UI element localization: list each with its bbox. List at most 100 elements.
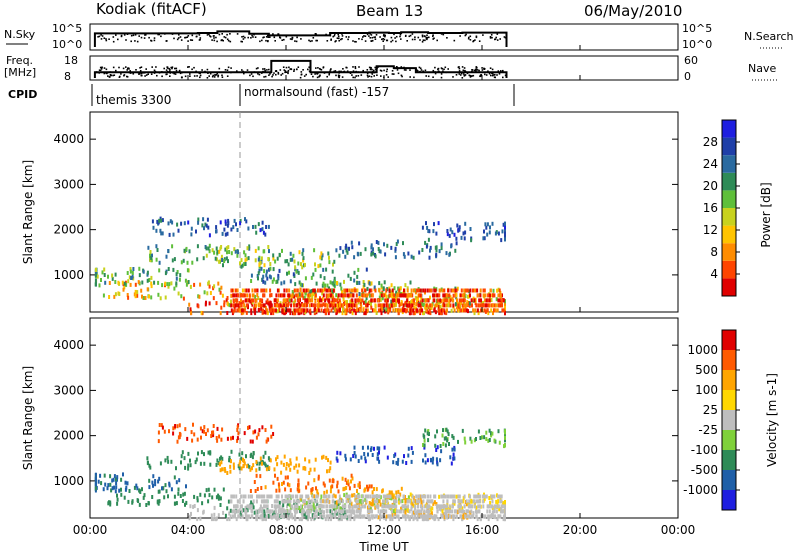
range-gate-cell [349,509,352,514]
search-dot [390,40,392,43]
range-gate-cell [237,514,240,519]
range-gate-cell [400,308,403,313]
search-dot [281,39,283,41]
range-gate-cell [434,303,437,308]
range-gate-cell [253,308,256,313]
range-gate-cell [328,288,330,293]
range-gate-cell [339,506,342,511]
range-gate-cell [292,311,294,316]
range-gate-cell [410,300,412,305]
range-gate-cell [351,311,354,316]
range-gate-cell [416,517,419,522]
range-gate-cell [319,255,322,260]
search-dot [101,35,104,37]
range-gate-cell [421,225,424,230]
freq-dot [316,76,319,79]
range-gate-cell [418,494,420,499]
freq-dot [469,76,472,78]
range-gate-cell [319,263,322,268]
range-gate-cell [300,517,303,522]
range-gate-cell [223,259,226,263]
range-gate-cell [484,309,487,314]
search-dot [291,38,293,41]
search-dot [289,38,292,40]
range-gate-cell [451,288,454,293]
freq-dot [283,69,286,71]
range-gate-cell [434,288,437,293]
search-dot [419,39,421,41]
range-gate-cell [491,504,494,509]
range-gate-cell [142,495,145,500]
range-gate-cell [464,230,467,235]
range-gate-cell [155,244,158,249]
range-gate-cell [461,298,464,303]
freq-dot [138,73,140,75]
range-gate-cell [385,288,388,293]
range-gate-cell [438,249,441,254]
range-gate-cell [346,250,349,255]
search-dot [341,33,343,35]
freq-dot [293,70,295,72]
range-gate-cell [272,253,275,258]
range-gate-cell [479,308,482,313]
search-dot [198,34,201,36]
range-gate-cell [326,509,329,514]
search-dot [361,38,363,41]
range-gate-cell [241,451,244,456]
freq-dot [155,66,157,68]
colorbar-swatch [722,190,736,208]
range-gate-cell [282,480,285,485]
range-gate-cell [227,218,230,223]
sky-left-tick-bottom: 10^0 [52,38,82,51]
freq-dot [170,66,172,69]
freq-dot [106,71,109,74]
freq-dot [502,69,504,72]
range-gate-cell [312,514,315,519]
search-dot [409,34,412,37]
search-dot [295,40,298,43]
freq-dot [167,70,169,73]
freq-dot [340,70,342,73]
range-gate-cell [359,308,362,313]
range-gate-cell [504,513,506,518]
search-dot [369,37,372,39]
range-gate-cell [244,253,247,258]
freq-dot [199,76,201,79]
range-gate-cell [214,517,217,522]
search-dot [468,36,470,39]
range-gate-cell [315,486,317,491]
range-gate-cell [356,281,359,285]
freq-dot [481,67,483,69]
search-dot [503,36,506,38]
range-gate-cell [161,283,164,288]
range-gate-cell [502,308,505,313]
range-gate-cell [401,504,404,509]
range-gate-cell [167,459,170,464]
range-gate-cell [433,293,436,298]
search-dot [381,38,383,41]
range-gate-cell [328,494,331,499]
range-gate-cell [418,250,421,255]
freq-dot [391,73,394,75]
range-gate-cell [266,499,269,504]
range-gate-cell [212,517,215,522]
range-gate-cell [389,494,392,499]
range-gate-cell [244,262,247,266]
range-gate-cell [309,504,312,509]
range-gate-cell [283,288,286,293]
freq-dot [354,76,356,79]
range-gate-cell [300,308,303,313]
range-gate-cell [360,303,363,308]
range-gate-cell [392,509,395,514]
range-gate-cell [199,426,202,431]
range-gate-cell [330,514,333,519]
range-gate-cell [384,499,387,504]
search-dot [426,34,428,37]
range-gate-cell [276,499,279,504]
range-gate-cell [151,253,153,258]
range-gate-cell [254,303,257,308]
range-gate-cell [357,267,360,272]
range-gate-cell [428,310,430,315]
search-dot [433,37,435,40]
freq-dot [397,72,400,75]
